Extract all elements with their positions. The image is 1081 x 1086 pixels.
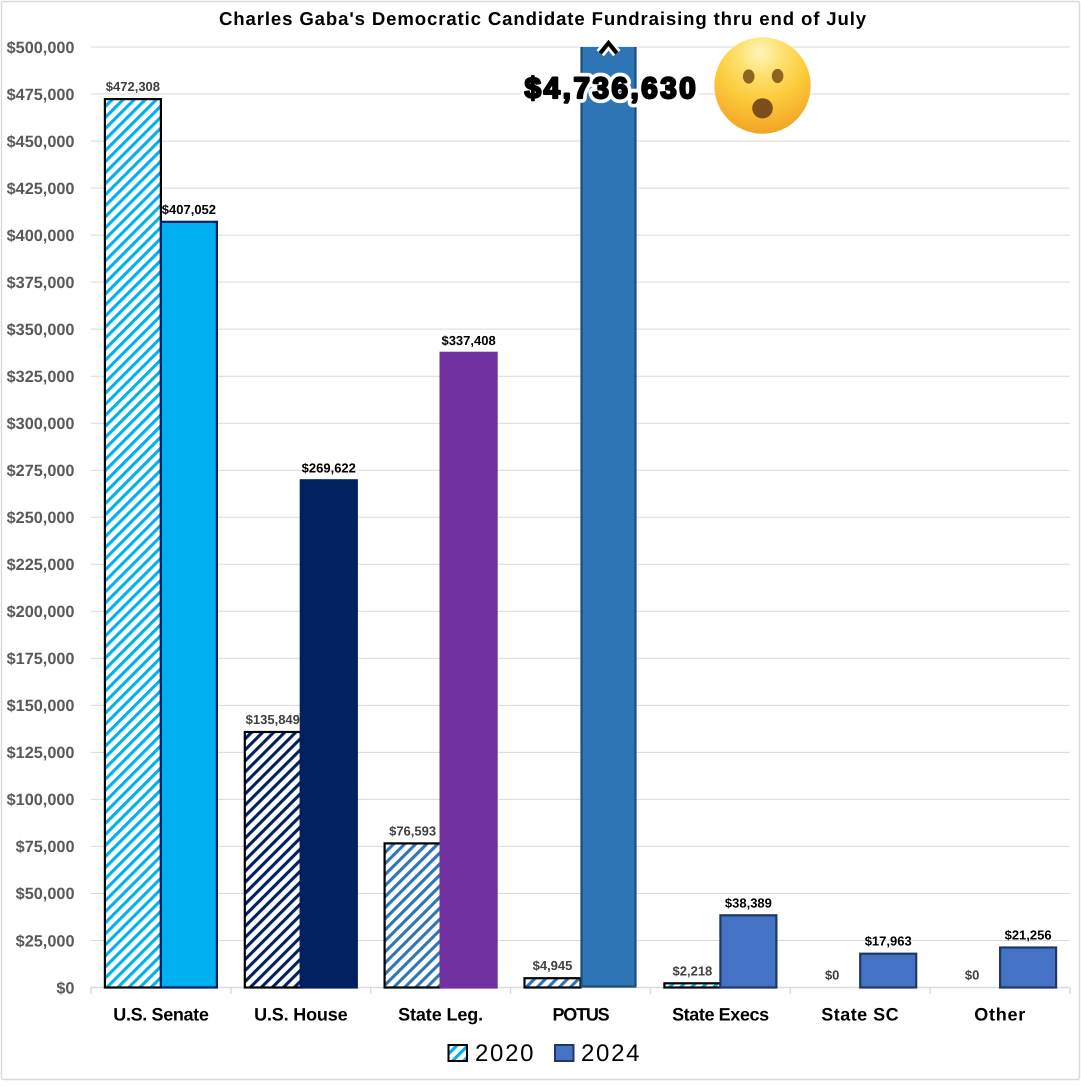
svg-text:$337,408: $337,408 (441, 333, 495, 348)
svg-text:$450,000: $450,000 (7, 133, 75, 151)
svg-text:POTUS: POTUS (552, 1004, 609, 1024)
svg-text:$4,736,630: $4,736,630 (525, 72, 699, 105)
svg-text:$300,000: $300,000 (7, 415, 75, 433)
svg-text:$375,000: $375,000 (7, 274, 75, 292)
svg-text:State SC: State SC (821, 1004, 899, 1024)
svg-text:Charles Gaba's Democratic Cand: Charles Gaba's Democratic Candidate Fund… (219, 8, 867, 29)
svg-text:$25,000: $25,000 (16, 932, 75, 950)
svg-text:$350,000: $350,000 (7, 321, 75, 339)
svg-text:$275,000: $275,000 (7, 462, 75, 480)
svg-text:$0: $0 (965, 968, 979, 983)
svg-text:U.S. House: U.S. House (254, 1004, 347, 1024)
svg-text:$4,736,630: $4,736,630 (525, 72, 699, 105)
svg-text:State Leg.: State Leg. (398, 1004, 483, 1024)
svg-text:U.S. Senate: U.S. Senate (113, 1004, 209, 1024)
svg-text:$125,000: $125,000 (7, 744, 75, 762)
svg-text:State Execs: State Execs (672, 1004, 769, 1024)
svg-text:$50,000: $50,000 (16, 885, 75, 903)
svg-text:$150,000: $150,000 (7, 697, 75, 715)
svg-text:$4,945: $4,945 (533, 958, 573, 973)
svg-text:$17,963: $17,963 (865, 934, 912, 949)
svg-text:$400,000: $400,000 (7, 227, 75, 245)
svg-text:$135,849: $135,849 (246, 712, 300, 727)
svg-text:$175,000: $175,000 (7, 650, 75, 668)
svg-text:$0: $0 (56, 979, 74, 997)
svg-text:$21,256: $21,256 (1005, 928, 1052, 943)
svg-text:2020: 2020 (475, 1040, 535, 1067)
svg-text:$38,389: $38,389 (725, 895, 772, 910)
svg-text:$200,000: $200,000 (7, 603, 75, 621)
svg-text:$250,000: $250,000 (7, 509, 75, 527)
svg-text:$475,000: $475,000 (7, 86, 75, 104)
svg-text:$325,000: $325,000 (7, 368, 75, 386)
svg-text:$100,000: $100,000 (7, 791, 75, 809)
svg-text:$407,052: $407,052 (162, 202, 216, 217)
svg-text:$269,622: $269,622 (302, 460, 356, 475)
svg-text:$425,000: $425,000 (7, 180, 75, 198)
svg-text:$76,593: $76,593 (389, 823, 436, 838)
svg-text:2024: 2024 (581, 1040, 641, 1067)
svg-text:$0: $0 (825, 968, 839, 983)
svg-text:$2,218: $2,218 (673, 963, 713, 978)
svg-text:$225,000: $225,000 (7, 556, 75, 574)
svg-text:Other: Other (974, 1004, 1026, 1024)
svg-text:$75,000: $75,000 (16, 838, 75, 856)
svg-text:$472,308: $472,308 (106, 79, 160, 94)
svg-text:$500,000: $500,000 (7, 39, 75, 57)
